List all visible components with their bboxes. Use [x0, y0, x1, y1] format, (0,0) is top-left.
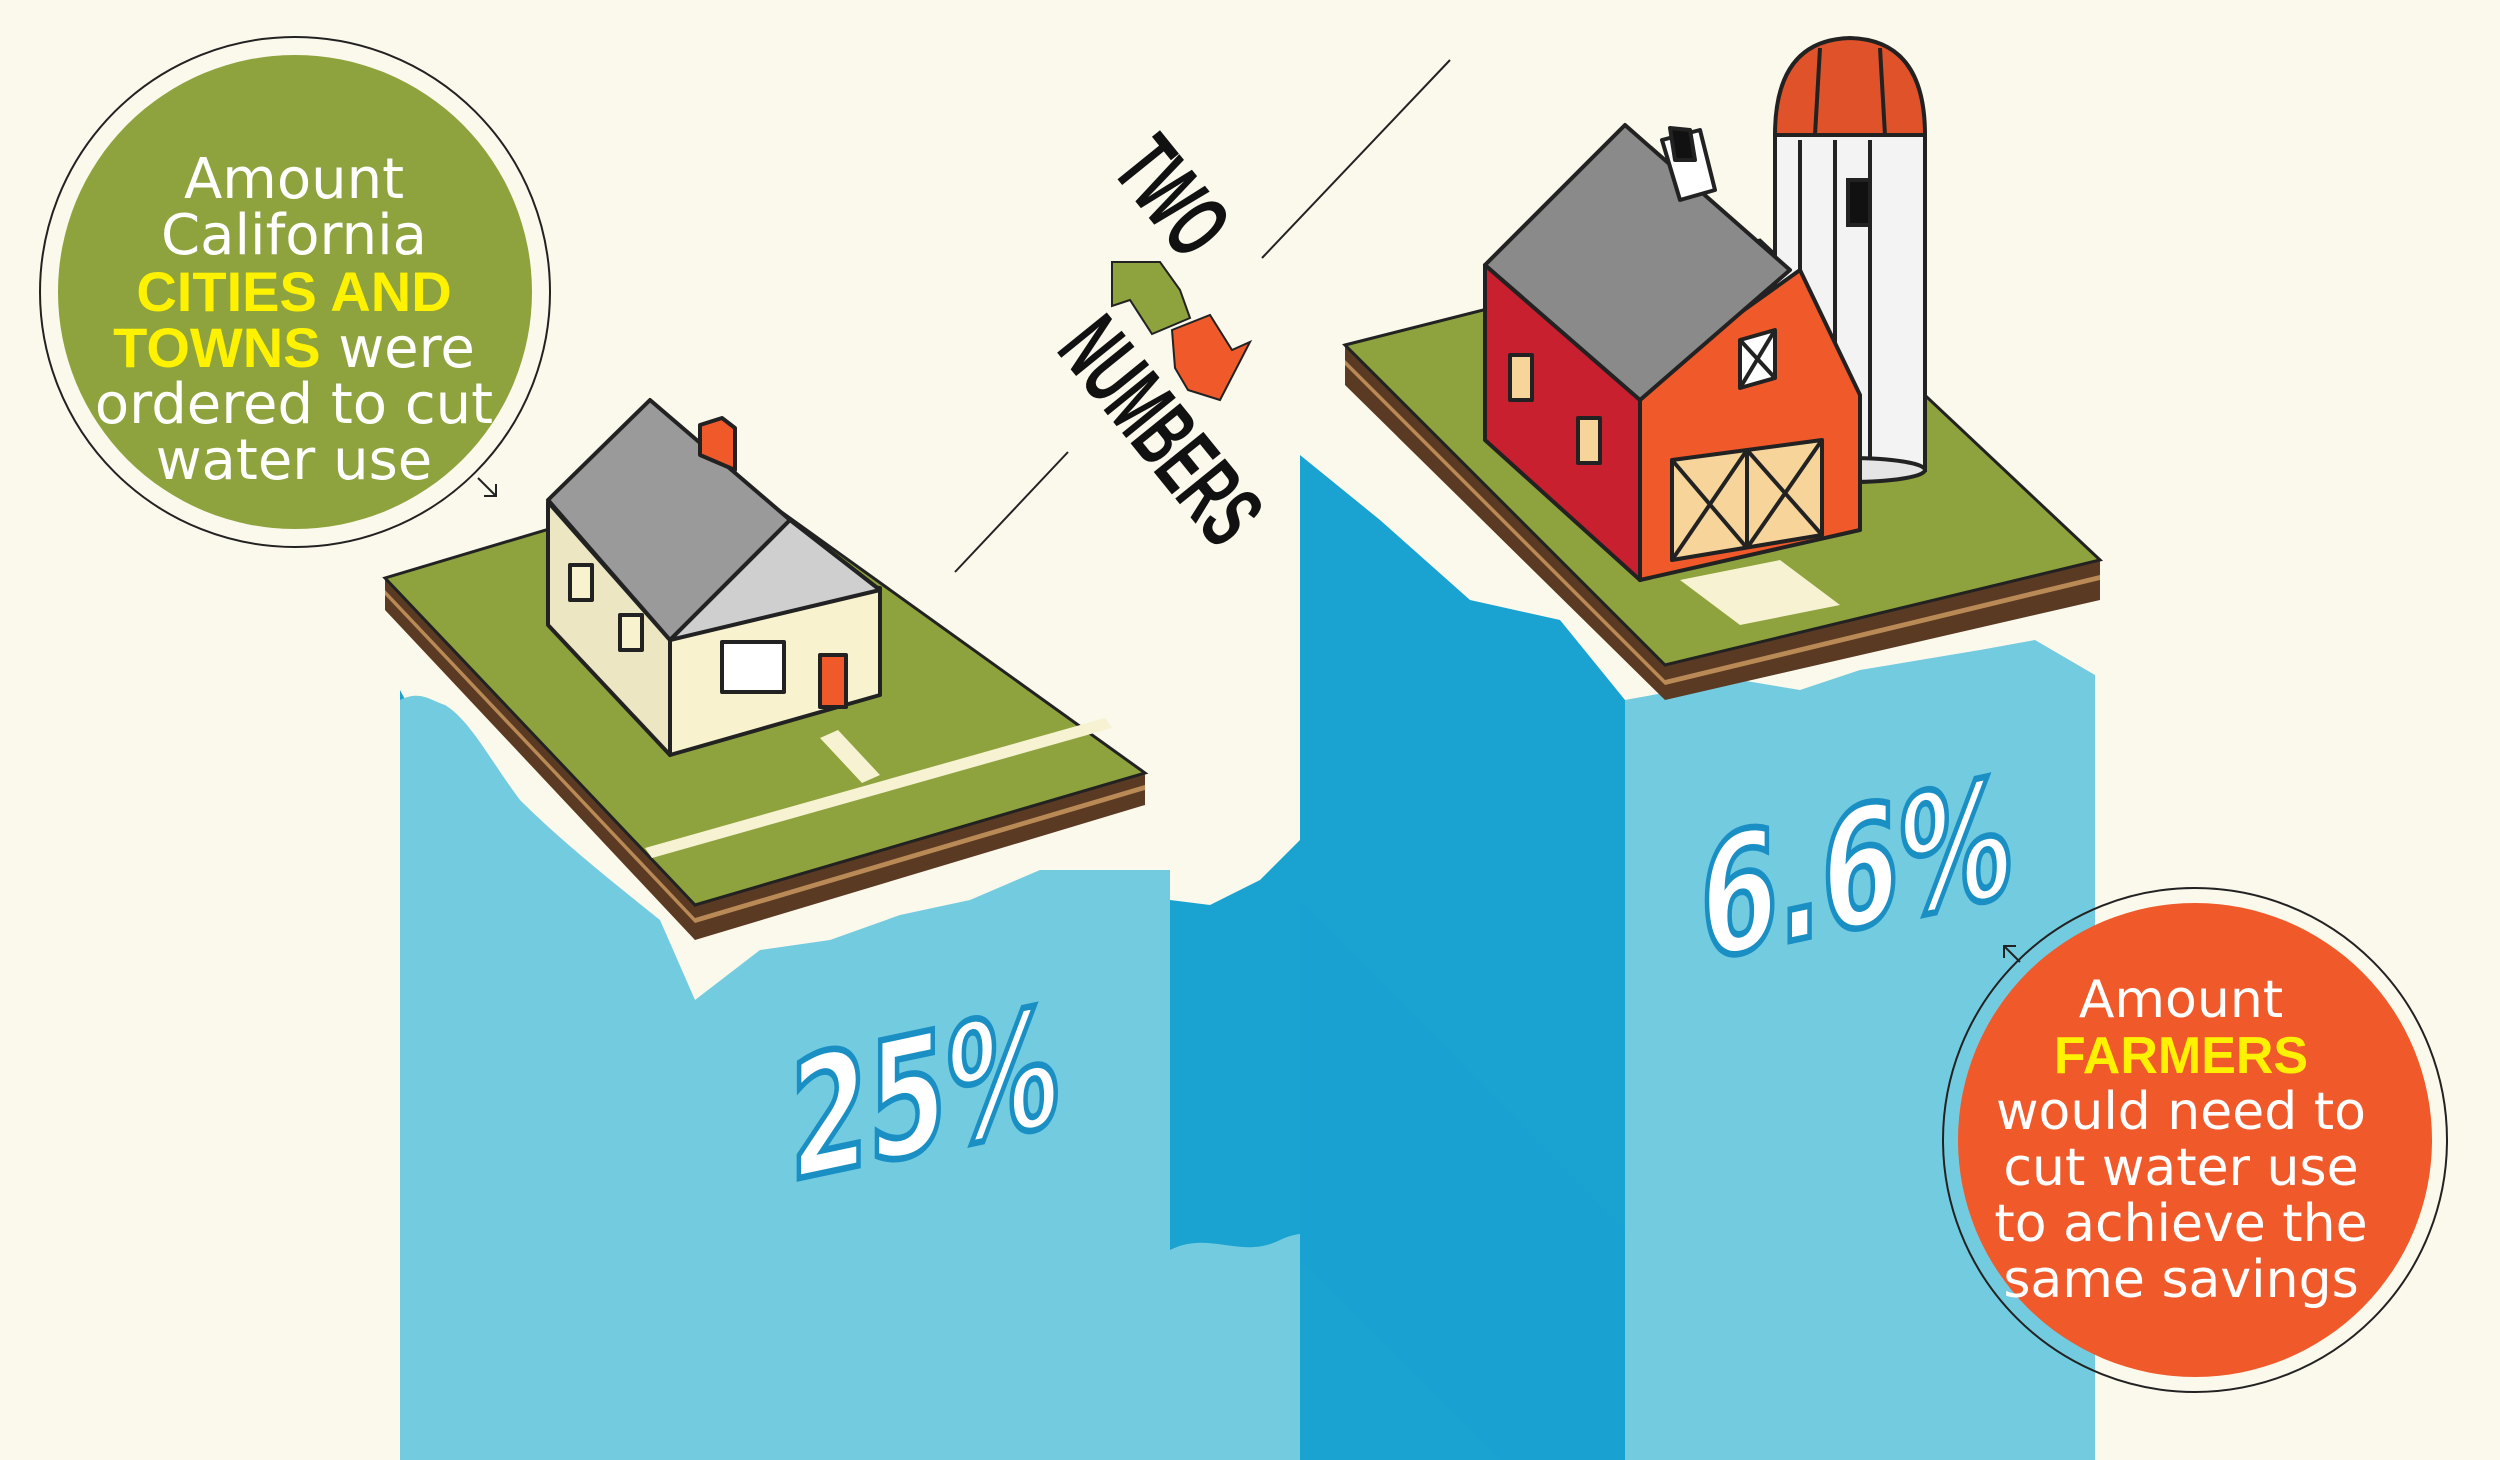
farmers-callout-line3: would need to — [1996, 1082, 2366, 1142]
cities-callout-line4-rest: were — [320, 315, 475, 381]
cities-callout-line1: Amount — [183, 146, 405, 212]
farmers-callout-arrow — [2003, 945, 2021, 963]
swap-arrows-icon — [1111, 261, 1253, 402]
farmers-water-lower-front — [1300, 900, 1625, 1460]
cities-callout: Amount California CITIES AND TOWNS were … — [58, 110, 530, 530]
pointer-lines — [954, 59, 1451, 573]
farmers-callout-highlight: FARMERS — [2053, 1027, 2309, 1085]
cities-callout-line4: TOWNS were — [113, 319, 475, 377]
cities-callout-outline — [39, 36, 551, 548]
farmers-callout-line4: cut water use — [2003, 1138, 2359, 1198]
cities-callout-highlight-1: CITIES AND — [136, 259, 452, 323]
cities-water-wave — [400, 695, 695, 1460]
farmers-callout-line6: same savings — [2003, 1250, 2359, 1310]
farmers-callout: Amount FARMERS would need to cut water u… — [1958, 940, 2404, 1340]
barn-icon — [1483, 123, 1862, 582]
cities-callout-arrow — [477, 477, 497, 497]
house-icon — [546, 398, 882, 757]
cities-callout-circle — [58, 55, 532, 529]
farmers-water-front — [1625, 640, 2095, 1460]
title-numbers: NUMBERS — [1040, 297, 1284, 564]
cities-callout-line6: water use — [155, 427, 433, 493]
cities-callout-line5: ordered to cut — [94, 371, 494, 437]
farmers-callout-line1: Amount — [2078, 970, 2284, 1030]
farmers-callout-circle — [1958, 903, 2432, 1377]
title-two: TWO — [1095, 117, 1251, 275]
cities-callout-line2: California — [161, 202, 427, 268]
cities-callout-highlight-2: TOWNS — [113, 315, 321, 379]
farmers-callout-outline — [1942, 887, 2448, 1393]
cities-water-front — [695, 870, 1170, 1460]
cities-percent: 25% — [790, 970, 1059, 1220]
water-columns — [400, 455, 2095, 1460]
farmers-callout-line5: to achieve the — [1994, 1194, 2368, 1254]
